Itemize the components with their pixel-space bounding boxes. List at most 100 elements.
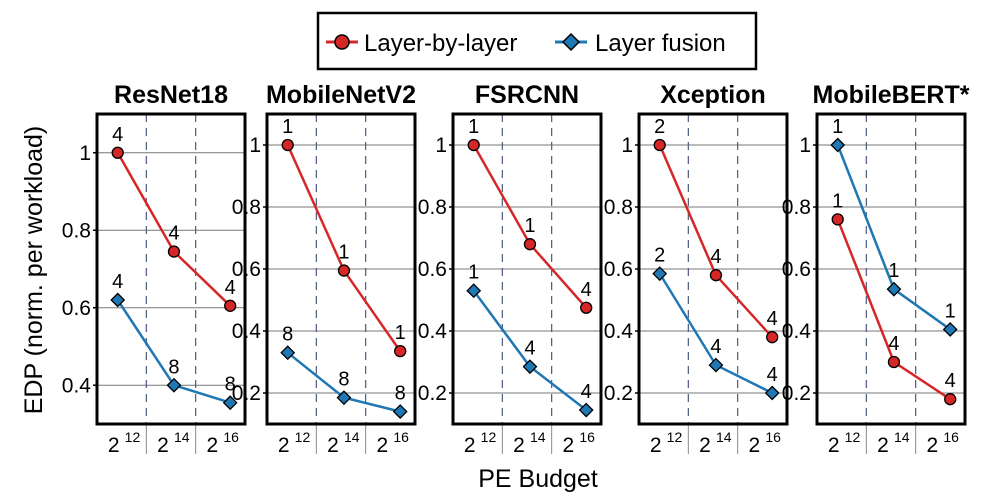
x-tick-label: 2 — [206, 434, 218, 457]
point-layer-by-layer — [887, 355, 901, 369]
point-layer-by-layer — [337, 264, 351, 277]
data-label: 4 — [767, 364, 778, 386]
y-tick-label: 0.6 — [418, 258, 447, 281]
data-label: 4 — [112, 271, 123, 293]
data-label: 1 — [832, 190, 843, 212]
point-layer-fusion — [764, 385, 780, 401]
series-line-layer-fusion — [658, 272, 773, 395]
legend-label-layer-by-layer: Layer-by-layer — [364, 30, 517, 57]
x-tick-label: 2 — [926, 434, 938, 457]
x-tick-label: 2 — [748, 434, 760, 457]
point-layer-by-layer — [523, 238, 537, 251]
data-label: 1 — [888, 260, 899, 282]
x-tick-exponent: 12 — [667, 429, 683, 445]
panel-title: MobileNetV2 — [266, 81, 416, 109]
data-label: 4 — [225, 277, 236, 299]
panel-title: Xception — [660, 81, 766, 109]
x-tick-label: 2 — [877, 434, 889, 457]
point-layer-fusion — [522, 359, 538, 375]
y-tick-label: 0.6 — [782, 258, 811, 281]
point-layer-by-layer — [111, 146, 124, 159]
point-layer-fusion — [942, 322, 958, 337]
series-line-layer-fusion — [836, 144, 951, 331]
data-label: 4 — [767, 308, 778, 330]
y-tick-label: 0.6 — [232, 258, 261, 281]
y-tick-label: 1 — [621, 134, 633, 157]
x-tick-exponent: 14 — [716, 429, 732, 445]
data-label: 1 — [395, 322, 406, 344]
point-layer-by-layer — [394, 344, 407, 358]
y-tick-label: 0.8 — [604, 196, 633, 219]
y-tick-label: 0.8 — [782, 196, 811, 219]
data-label: 8 — [168, 356, 179, 378]
point-layer-by-layer — [653, 138, 666, 152]
data-label: 4 — [710, 336, 721, 358]
x-tick-exponent: 16 — [579, 429, 595, 445]
data-label: 4 — [945, 370, 956, 392]
point-layer-fusion — [280, 345, 296, 361]
panel-frame — [95, 112, 247, 426]
panel-frame — [265, 112, 417, 426]
point-layer-by-layer — [944, 393, 957, 406]
y-tick-label: 0.8 — [418, 196, 447, 219]
x-tick-exponent: 16 — [223, 429, 239, 445]
x-tick-label: 2 — [650, 434, 662, 457]
data-label: 1 — [282, 116, 293, 138]
point-layer-by-layer — [224, 299, 237, 312]
x-tick-exponent: 14 — [530, 429, 546, 445]
x-tick-exponent: 12 — [295, 429, 311, 445]
point-layer-fusion — [578, 402, 594, 418]
x-tick-exponent: 16 — [943, 429, 959, 445]
y-tick-label: 0.8 — [232, 196, 261, 219]
series-line-layer-by-layer — [658, 144, 774, 339]
y-tick-label: 0.6 — [604, 258, 633, 281]
data-label: 4 — [112, 124, 123, 146]
point-layer-by-layer — [467, 138, 480, 152]
y-tick-label: 0.4 — [62, 374, 92, 397]
point-layer-fusion — [466, 283, 482, 299]
data-label: 2 — [654, 245, 665, 267]
data-label: 4 — [168, 223, 179, 245]
x-tick-label: 2 — [108, 434, 120, 457]
panel-frame — [451, 112, 603, 426]
data-label: 8 — [225, 374, 236, 396]
x-tick-label: 2 — [464, 434, 476, 457]
panel-title: FSRCNN — [475, 81, 579, 109]
data-label: 4 — [581, 381, 592, 403]
data-label: 1 — [338, 242, 349, 264]
legend-marker-layer-fusion — [561, 32, 581, 52]
point-layer-by-layer — [709, 269, 723, 282]
point-layer-fusion — [336, 390, 352, 406]
y-tick-label: 0.6 — [62, 297, 91, 320]
data-label: 4 — [524, 338, 535, 360]
point-layer-by-layer — [580, 301, 593, 314]
y-axis-label: EDP (norm. per workload) — [20, 126, 48, 415]
y-tick-label: 1 — [799, 134, 811, 157]
x-tick-exponent: 14 — [344, 429, 360, 445]
data-label: 1 — [524, 215, 535, 237]
point-layer-fusion — [166, 377, 182, 393]
legend-marker-layer-by-layer — [334, 34, 350, 50]
y-tick-label: 0.2 — [604, 382, 633, 405]
x-tick-exponent: 12 — [125, 429, 141, 445]
point-layer-fusion — [886, 281, 902, 297]
point-layer-fusion — [110, 292, 126, 308]
point-layer-by-layer — [831, 213, 844, 226]
data-label: 1 — [832, 116, 843, 138]
data-label: 1 — [468, 116, 479, 138]
x-tick-label: 2 — [562, 434, 574, 457]
point-layer-by-layer — [766, 331, 779, 344]
data-label: 4 — [710, 246, 721, 268]
panel-title: MobileBERT* — [813, 81, 970, 109]
y-tick-label: 0.4 — [232, 320, 262, 343]
data-label: 2 — [654, 116, 665, 138]
data-label: 8 — [395, 383, 406, 405]
x-tick-label: 2 — [278, 434, 290, 457]
x-tick-exponent: 12 — [845, 429, 861, 445]
x-tick-exponent: 16 — [393, 429, 409, 445]
